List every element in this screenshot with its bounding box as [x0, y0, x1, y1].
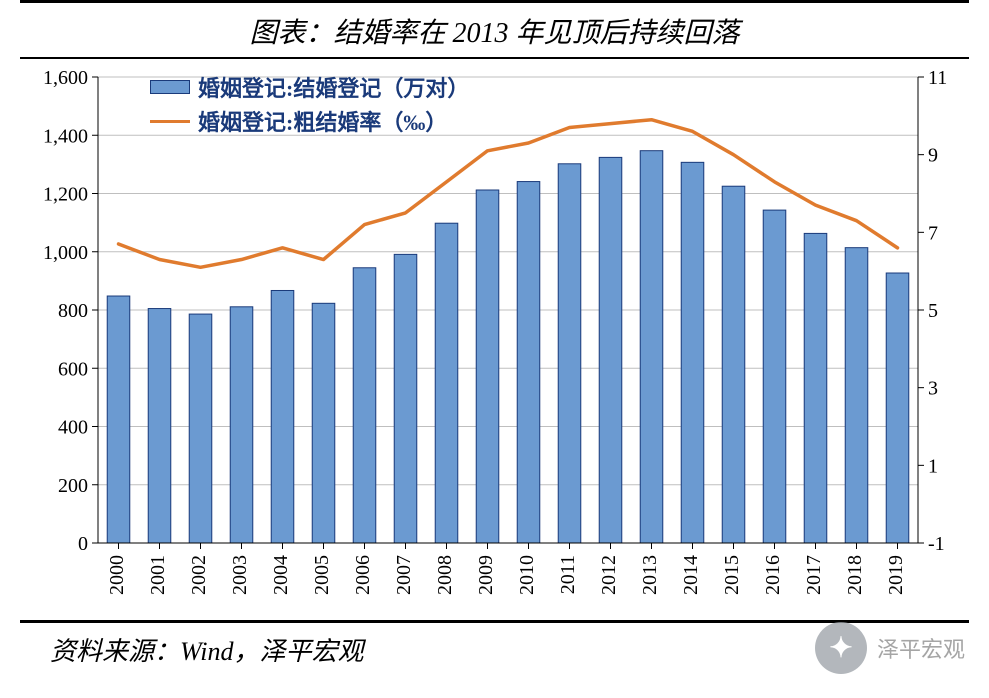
- xtick-label: 2007: [393, 555, 415, 595]
- xtick-label: 2017: [803, 555, 825, 595]
- source-text: 资料来源：Wind，泽平宏观: [50, 637, 363, 666]
- chart-title: 图表：结婚率在 2013 年见顶后持续回落: [249, 18, 739, 49]
- bar: [804, 233, 827, 543]
- ytick-label: 200: [58, 475, 88, 497]
- chart-svg: 0 200 400 600 800 1,000 1,200 1,400 1,600 -1 1 3 5 7 9…: [20, 65, 969, 620]
- bar: [476, 190, 499, 543]
- xtick-label: 2004: [270, 555, 292, 595]
- xtick-label: 2013: [639, 555, 661, 595]
- legend: 婚姻登记:结婚登记（万对） 婚姻登记:粗结婚率（‰）: [150, 71, 469, 139]
- bar: [189, 314, 212, 543]
- xtick-label: 2010: [516, 555, 538, 595]
- ytick-label: 1,600: [43, 67, 88, 89]
- bar: [763, 210, 786, 543]
- bar: [312, 303, 335, 543]
- xtick-label: 2000: [106, 555, 128, 595]
- xtick-label: 2011: [557, 555, 579, 594]
- xtick-label: 2008: [434, 555, 456, 595]
- ytick-label: 400: [58, 417, 88, 439]
- ytick-label: 600: [58, 358, 88, 380]
- bar: [722, 186, 745, 543]
- title-rule: [20, 57, 969, 59]
- title-row: 图表：结婚率在 2013 年见顶后持续回落: [20, 3, 969, 57]
- y2tick-label: 5: [928, 300, 938, 322]
- legend-label-bar: 婚姻登记:结婚登记（万对）: [198, 71, 469, 103]
- legend-label-line: 婚姻登记:粗结婚率（‰）: [198, 105, 447, 137]
- xtick-label: 2009: [475, 555, 497, 595]
- bar: [886, 273, 909, 543]
- xtick-label: 2016: [762, 555, 784, 595]
- chart-area: 婚姻登记:结婚登记（万对） 婚姻登记:粗结婚率（‰） 0 200 400 600 800…: [20, 65, 969, 620]
- bar: [681, 162, 704, 543]
- bar: [517, 182, 540, 543]
- ytick-label: 0: [78, 533, 88, 555]
- xtick-label: 2002: [188, 555, 210, 595]
- bar: [148, 309, 171, 543]
- xtick-label: 2018: [844, 555, 866, 595]
- figure-container: 图表：结婚率在 2013 年见顶后持续回落 婚姻登记:结婚登记（万对） 婚姻登记…: [0, 0, 989, 698]
- legend-swatch-line: [150, 120, 190, 123]
- xtick-label: 2019: [885, 555, 907, 595]
- xtick-label: 2012: [598, 555, 620, 595]
- legend-item-line: 婚姻登记:粗结婚率（‰）: [150, 105, 469, 137]
- y2tick-label: 7: [928, 222, 938, 244]
- bar: [558, 164, 581, 543]
- y2tick-label: -1: [928, 533, 945, 555]
- y2tick-label: 3: [928, 378, 938, 400]
- bar: [640, 151, 663, 543]
- bar: [394, 254, 417, 543]
- bar: [845, 248, 868, 543]
- watermark: ✦ 泽平宏观: [815, 622, 965, 674]
- xtick-label: 2003: [229, 555, 251, 595]
- xtick-label: 2014: [680, 555, 702, 595]
- legend-swatch-bar: [150, 80, 190, 94]
- bar: [271, 290, 294, 543]
- wechat-icon: ✦: [815, 622, 867, 674]
- xtick-label: 2015: [721, 555, 743, 595]
- watermark-text: 泽平宏观: [877, 632, 965, 664]
- bar: [353, 268, 376, 543]
- bar: [230, 307, 253, 543]
- ytick-label: 1,000: [43, 242, 88, 264]
- bar: [107, 296, 130, 543]
- xtick-label: 2005: [311, 555, 333, 595]
- xtick-label: 2001: [147, 555, 169, 595]
- ytick-label: 800: [58, 300, 88, 322]
- y2tick-label: 9: [928, 145, 938, 167]
- y2tick-label: 11: [928, 67, 947, 89]
- legend-item-bar: 婚姻登记:结婚登记（万对）: [150, 71, 469, 103]
- ytick-label: 1,400: [43, 125, 88, 147]
- ytick-label: 1,200: [43, 184, 88, 206]
- xtick-label: 2006: [352, 555, 374, 595]
- bar: [435, 223, 458, 543]
- y2tick-label: 1: [928, 455, 938, 477]
- bar: [599, 157, 622, 543]
